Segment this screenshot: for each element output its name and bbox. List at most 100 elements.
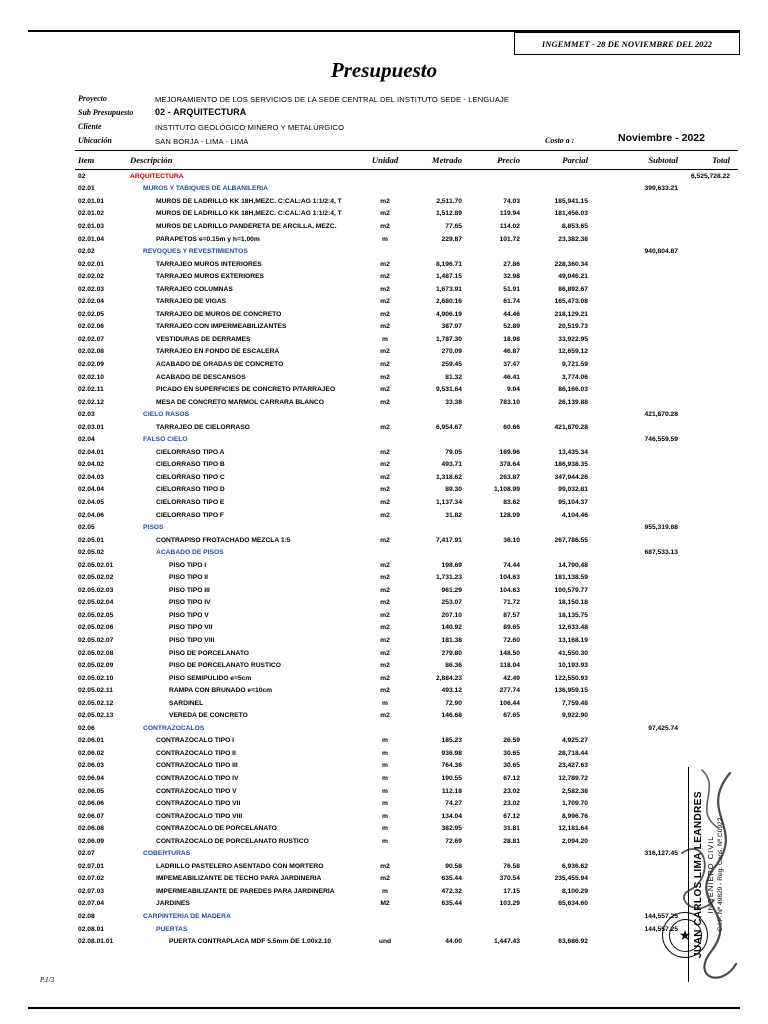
cell-und: m2 bbox=[380, 310, 390, 318]
cell-item: 02.02.06 bbox=[78, 323, 105, 331]
cell-pre: 378.64 bbox=[499, 461, 520, 469]
cell-desc: COBERTURAS bbox=[143, 850, 191, 858]
cell-desc: MUROS DE LADRILLO KK 18H,MEZC. C:CAL:AG … bbox=[156, 197, 342, 205]
cell-par: 181,138.59 bbox=[554, 574, 588, 582]
table-row: 02.06.03 CONTRAZOCALO TIPO III m 764.36 30.6… bbox=[75, 760, 738, 773]
cell-par: 23,382.38 bbox=[558, 235, 588, 243]
cell-item: 02.06.05 bbox=[78, 787, 105, 795]
cell-desc: ACABADO DE GRADAS DE CONCRETO bbox=[156, 360, 284, 368]
cell-desc: FALSO CIELO bbox=[143, 436, 188, 444]
cell-desc: PISO TIPO IV bbox=[169, 599, 211, 607]
cell-met: 72.69 bbox=[445, 837, 462, 845]
cell-und: m2 bbox=[380, 586, 390, 594]
table-row: 02.07.03 IMPERMEABILIZANTE DE PAREDES PAR… bbox=[75, 885, 738, 898]
table-row: 02.05.02.03 PISO TIPO III m2 961.29 104.63 10… bbox=[75, 584, 738, 597]
cell-pre: 1,108.99 bbox=[493, 486, 520, 494]
table-row: 02 ARQUITECTURA 6,525,728.22 bbox=[75, 170, 738, 183]
label-sub-presupuesto: Sub Presupuesto bbox=[78, 108, 134, 117]
cell-und: m2 bbox=[380, 260, 390, 268]
cell-par: 12,789.72 bbox=[558, 775, 588, 783]
cell-pre: 104.63 bbox=[499, 574, 520, 582]
cell-desc: CONTRAZOCALO TIPO I bbox=[156, 737, 235, 745]
cell-par: 18,150.18 bbox=[558, 599, 588, 607]
table-row: 02.05.02.08 PISO DE PORCELANATO m2 279.80 14… bbox=[75, 647, 738, 660]
cell-pre: 87.57 bbox=[503, 611, 520, 619]
cell-par: 65,634.60 bbox=[558, 900, 588, 908]
table-row: 02.05.02.09 PISO DE PORCELANATO RÚSTICO m2… bbox=[75, 659, 738, 672]
cell-pre: 118.04 bbox=[499, 662, 520, 670]
cell-pre: 370.54 bbox=[499, 875, 520, 883]
cell-und: m2 bbox=[380, 875, 390, 883]
cell-und: m2 bbox=[380, 599, 390, 607]
cell-item: 02.02.12 bbox=[78, 398, 105, 406]
table-row: 02.04 FALSO CIELO 746,559.59 bbox=[75, 433, 738, 446]
cell-sub: 144,557.25 bbox=[644, 913, 678, 921]
cell-pre: 31.81 bbox=[503, 825, 520, 833]
cell-met: 1,487.15 bbox=[435, 273, 462, 281]
cell-par: 3,774.06 bbox=[561, 373, 588, 381]
cell-item: 02.07.01 bbox=[78, 862, 105, 870]
cell-item: 02.02.07 bbox=[78, 335, 105, 343]
cell-met: 79.05 bbox=[445, 448, 462, 456]
cell-met: 9,531.64 bbox=[435, 386, 462, 394]
cell-item: 02.01.01 bbox=[78, 197, 105, 205]
cell-desc: JARDINES bbox=[156, 900, 190, 908]
cell-desc: CONTRAZOCALOS bbox=[143, 724, 205, 732]
cell-item: 02.02.05 bbox=[78, 310, 105, 318]
cell-item: 02.05.01 bbox=[78, 536, 105, 544]
cell-pre: 783.10 bbox=[499, 398, 520, 406]
cell-desc: PISO TIPO V bbox=[169, 611, 209, 619]
cell-item: 02.04.03 bbox=[78, 473, 105, 481]
cell-und: m2 bbox=[380, 511, 390, 519]
table-row: 02.05.01 CONTRAPISO FROTACHADO MEZCLA 1:5… bbox=[75, 534, 738, 547]
table-row: 02.07.02 IMPEMEABILIZANTE DE TECHO PARA J… bbox=[75, 873, 738, 886]
cell-desc: ACABADO DE PISOS bbox=[156, 549, 224, 557]
cell-met: 6,954.67 bbox=[435, 423, 462, 431]
cell-item: 02.04 bbox=[78, 436, 95, 444]
letterhead-box: INGEMMET - 28 DE NOVIEMBRE DEL 2022 bbox=[514, 32, 740, 55]
cell-desc: PARAPETOS e=0.15m y h=1.00m bbox=[156, 235, 260, 243]
cell-par: 185,941.15 bbox=[554, 197, 588, 205]
cell-desc: PISO TIPO VII bbox=[169, 624, 213, 632]
cell-item: 02.02.09 bbox=[78, 360, 105, 368]
table-row: 02.01.03 MUROS DE LADRILLO PANDERETA DE A… bbox=[75, 220, 738, 233]
cell-und: m2 bbox=[380, 637, 390, 644]
cell-sub: 687,533.13 bbox=[644, 549, 678, 557]
cell-pre: 26.59 bbox=[503, 737, 520, 745]
cell-sub: 955,319.68 bbox=[644, 524, 678, 532]
cell-sub: 97,425.74 bbox=[648, 724, 678, 732]
cell-pre: 28.81 bbox=[503, 837, 520, 845]
cell-pre: 27.86 bbox=[503, 260, 520, 268]
cell-item: 02.02.04 bbox=[78, 298, 105, 306]
table-row: 02.01.04 PARAPETOS e=0.15m y h=1.00m m 229.… bbox=[75, 233, 738, 246]
cell-desc: MESA DE CONCRETO MARMOL CARRARA BLANCO bbox=[156, 398, 324, 406]
cell-pre: 52.89 bbox=[503, 323, 520, 331]
top-border bbox=[28, 30, 740, 32]
cell-met: 140.92 bbox=[441, 624, 462, 632]
cell-und: M2 bbox=[380, 900, 390, 908]
cell-item: 02.03 bbox=[78, 411, 95, 419]
table-row: 02.07.04 JARDINES M2 635.44 103.29 65,634.60 bbox=[75, 898, 738, 911]
table-row: 02.07 COBERTURAS 316,127.45 bbox=[75, 848, 738, 861]
table-row: 02.03 CIELO RASOS 421,870.28 bbox=[75, 408, 738, 421]
cell-pre: 67.12 bbox=[503, 775, 520, 783]
cell-sub: 316,127.45 bbox=[644, 850, 678, 858]
cell-par: 99,032.81 bbox=[558, 486, 588, 494]
cell-met: 472.32 bbox=[441, 887, 462, 895]
cell-desc: CIELO RASOS bbox=[143, 411, 190, 419]
table-row: 02.05.02.13 VEREDA DE CONCRETO m2 146.68 67.… bbox=[75, 710, 738, 723]
cell-pre: 23.02 bbox=[503, 787, 520, 795]
cell-met: 493.71 bbox=[441, 461, 462, 469]
cell-met: 259.45 bbox=[441, 360, 462, 368]
table-row: 02.01 MUROS Y TABIQUES DE ALBAÑILERIA 399,… bbox=[75, 183, 738, 196]
cell-und: m bbox=[382, 737, 388, 745]
cell-pre: 67.12 bbox=[503, 812, 520, 820]
cell-sub: 746,559.59 bbox=[644, 436, 678, 444]
cell-desc: TARRAJEO DE VIGAS bbox=[156, 298, 227, 306]
cell-desc: IMPERMEABILIZANTE DE PAREDES PARA JARDIN… bbox=[156, 887, 335, 895]
seal-star-icon: ★ bbox=[668, 918, 702, 952]
cell-par: 28,718.44 bbox=[558, 749, 588, 757]
label-proyecto: Proyecto bbox=[78, 94, 107, 103]
cell-met: 72.90 bbox=[445, 699, 462, 707]
cell-par: 122,550.93 bbox=[554, 674, 588, 682]
